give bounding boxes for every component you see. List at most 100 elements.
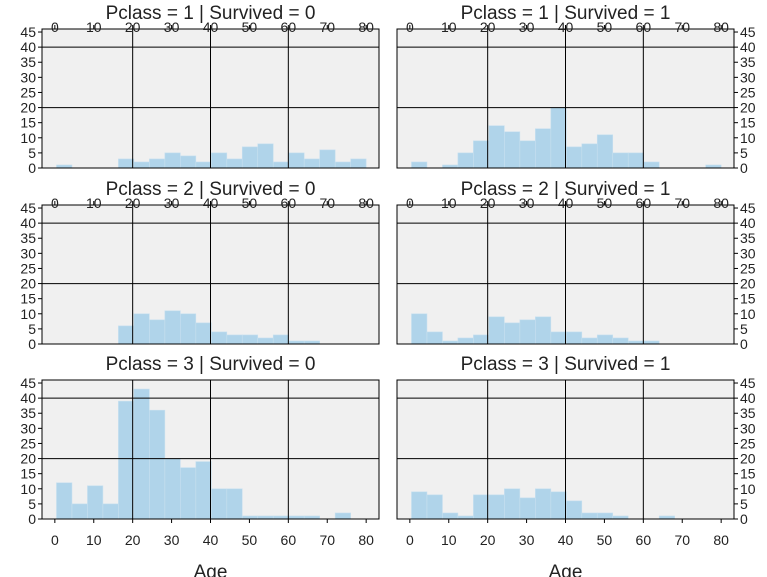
x-tick-label: 20 — [125, 532, 141, 548]
y-tick-label: 5 — [740, 496, 748, 512]
bar — [457, 337, 474, 345]
y-tick-label: 20 — [20, 100, 36, 116]
bar — [288, 152, 305, 169]
bar — [149, 319, 166, 345]
bar — [350, 158, 367, 169]
y-tick-label: 0 — [28, 511, 36, 527]
bar — [426, 494, 443, 520]
bar — [133, 161, 150, 169]
y-tick-label: 45 — [740, 375, 756, 391]
panel-title: Pclass = 3 | Survived = 0 — [106, 354, 316, 375]
x-tick-label: 40 — [558, 19, 574, 35]
bar — [566, 500, 583, 520]
y-tick-label: 0 — [740, 336, 748, 352]
y-tick-label: 35 — [740, 230, 756, 246]
x-tick-label: 70 — [319, 19, 335, 35]
bar — [504, 488, 521, 520]
y-tick-label: 40 — [20, 39, 36, 55]
x-tick-label: 60 — [281, 532, 297, 548]
bar — [164, 310, 181, 345]
bar — [272, 161, 290, 169]
bar — [581, 143, 598, 169]
bar — [102, 503, 119, 520]
y-tick-label: 25 — [740, 435, 756, 451]
bar — [550, 331, 567, 345]
y-tick-label: 35 — [20, 54, 36, 70]
y-tick-label: 30 — [20, 245, 36, 261]
bar — [596, 512, 614, 520]
y-tick-label: 15 — [20, 466, 36, 482]
y-tick-label: 5 — [28, 321, 36, 337]
x-tick-label: 0 — [51, 195, 59, 211]
bar — [272, 334, 290, 345]
panel-title: Pclass = 1 | Survived = 0 — [106, 3, 316, 24]
panel-title: Pclass = 2 | Survived = 1 — [461, 179, 671, 200]
bar — [149, 409, 166, 520]
x-tick-label: 60 — [281, 19, 297, 35]
x-tick-label: 80 — [713, 195, 729, 211]
y-tick-label: 20 — [20, 451, 36, 467]
y-tick-label: 30 — [740, 69, 756, 85]
y-tick-label: 40 — [20, 390, 36, 406]
x-tick-label: 40 — [558, 195, 574, 211]
bar — [426, 331, 443, 345]
bar — [535, 128, 552, 169]
x-tick-label: 20 — [480, 19, 496, 35]
bar — [566, 146, 583, 169]
y-tick-label: 40 — [740, 39, 756, 55]
bar — [319, 149, 336, 169]
bar — [519, 497, 536, 520]
bar — [488, 316, 505, 345]
bar — [488, 494, 505, 520]
y-tick-label: 35 — [20, 230, 36, 246]
y-tick-label: 10 — [740, 481, 756, 497]
bar — [457, 152, 474, 169]
bar — [180, 313, 197, 345]
bar — [195, 322, 212, 345]
x-tick-label: 70 — [674, 195, 690, 211]
y-tick-label: 0 — [28, 336, 36, 352]
bar — [180, 155, 197, 169]
x-tick-label: 70 — [319, 532, 335, 548]
bar — [133, 313, 150, 345]
y-tick-label: 25 — [740, 260, 756, 276]
bar — [56, 482, 73, 520]
bar — [71, 503, 88, 520]
x-tick-label: 20 — [125, 19, 141, 35]
y-tick-label: 10 — [740, 130, 756, 146]
bar — [581, 512, 598, 520]
y-tick-label: 45 — [740, 200, 756, 216]
bar — [519, 319, 536, 345]
y-tick-label: 20 — [740, 451, 756, 467]
y-tick-label: 45 — [740, 24, 756, 40]
bar — [643, 161, 660, 169]
y-tick-label: 30 — [20, 420, 36, 436]
bar — [180, 467, 197, 520]
bar — [164, 458, 181, 520]
panel-title: Pclass = 2 | Survived = 0 — [106, 179, 316, 200]
bar — [473, 494, 490, 520]
y-tick-label: 15 — [20, 115, 36, 131]
y-tick-label: 45 — [20, 200, 36, 216]
x-tick-label: 30 — [519, 19, 535, 35]
bar — [133, 388, 150, 520]
x-tick-label: 50 — [242, 19, 258, 35]
y-tick-label: 45 — [20, 375, 36, 391]
x-tick-label: 10 — [86, 532, 102, 548]
x-tick-label: 70 — [674, 532, 690, 548]
x-tick-label: 80 — [358, 195, 374, 211]
bar — [504, 322, 521, 345]
y-tick-label: 25 — [740, 84, 756, 100]
panel-title: Pclass = 1 | Survived = 1 — [461, 3, 671, 24]
bar — [504, 131, 521, 169]
x-tick-label: 0 — [406, 19, 414, 35]
bar — [411, 491, 428, 520]
y-tick-label: 0 — [740, 160, 748, 176]
x-tick-label: 70 — [319, 195, 335, 211]
y-tick-label: 35 — [740, 405, 756, 421]
bar — [257, 143, 274, 169]
bar — [612, 337, 629, 345]
